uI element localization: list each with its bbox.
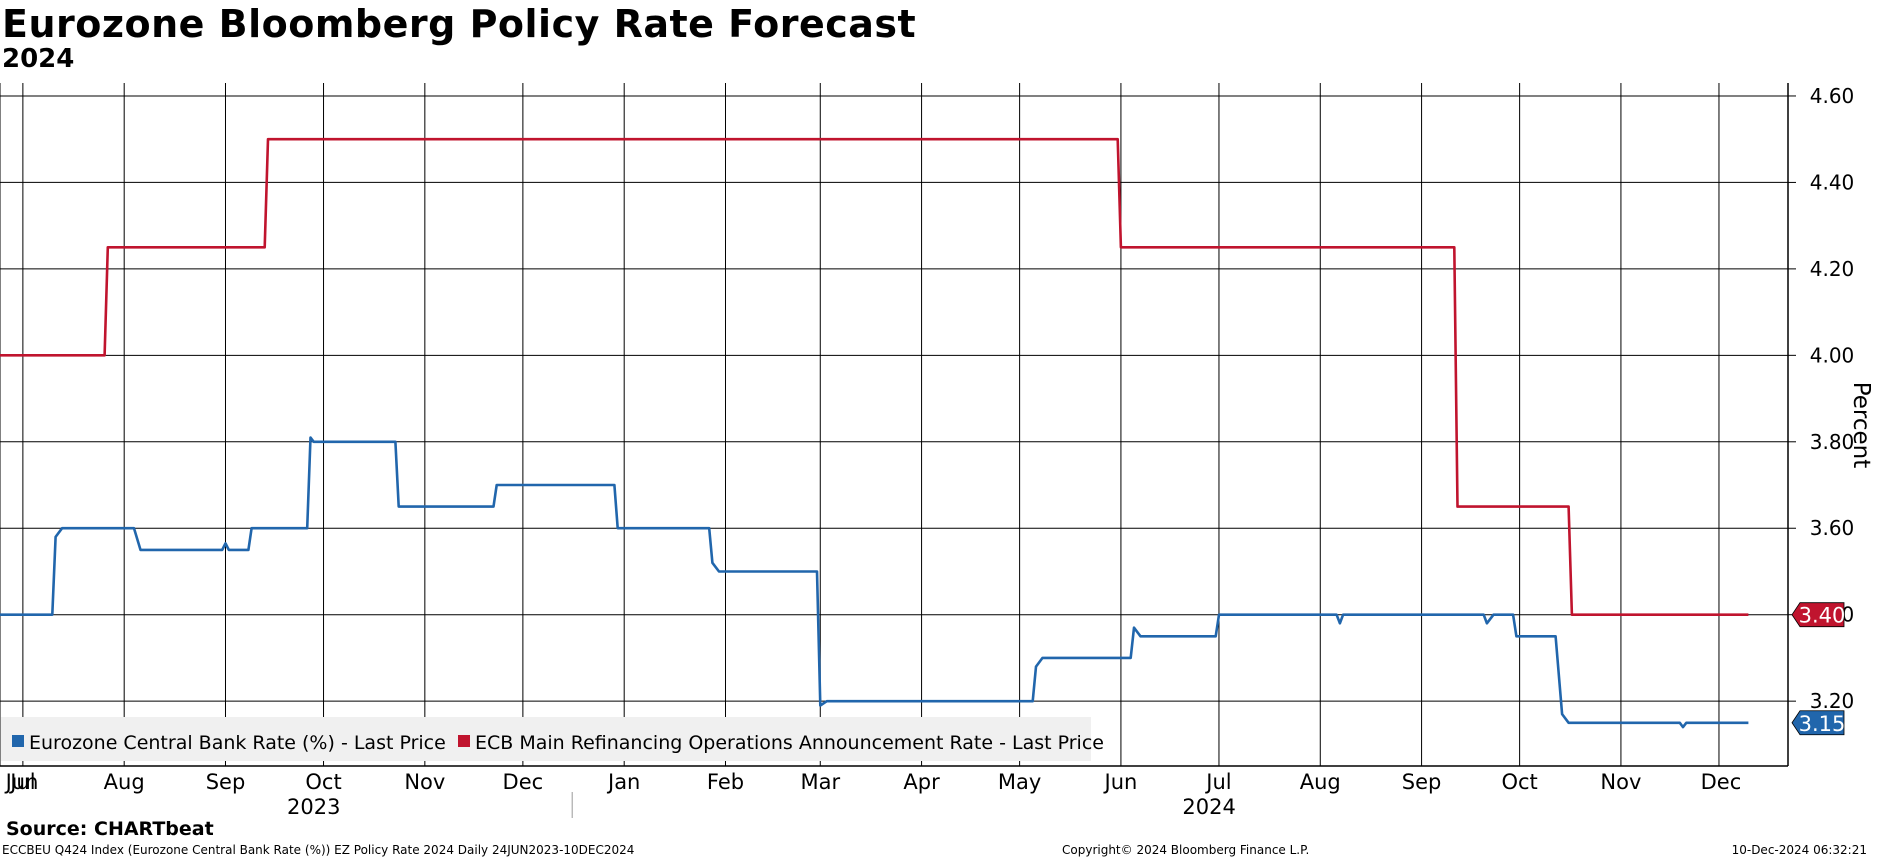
chart-title: Eurozone Bloomberg Policy Rate Forecast: [2, 2, 917, 46]
legend-item-2: ECB Main Refinancing Operations Announce…: [475, 732, 1104, 754]
y-tick-label: 3.20: [1810, 689, 1855, 713]
legend-item-1: Eurozone Central Bank Rate (%) - Last Pr…: [29, 732, 446, 754]
last-value-label: 3.15: [1799, 712, 1846, 736]
x-tick-label: Mar: [800, 770, 840, 794]
x-tick-label: Feb: [707, 770, 744, 794]
series-line-1: [0, 436, 1749, 729]
source-label: Source: CHARTbeat: [6, 818, 214, 840]
line-chart: 3.203.403.603.804.004.204.404.60JunJulAu…: [0, 83, 1874, 819]
x-tick-label: Jul: [1204, 770, 1231, 794]
y-tick-label: 4.60: [1810, 84, 1855, 108]
last-value-tag-1: 3.15: [1791, 710, 1846, 736]
legend: Eurozone Central Bank Rate (%) - Last Pr…: [1, 717, 1104, 761]
x-tick-label: May: [998, 770, 1041, 794]
plot-area: [0, 83, 1788, 766]
x-tick-label: Apr: [903, 770, 940, 794]
x-tick-label: Jun: [4, 770, 39, 794]
x-tick-label: Aug: [104, 770, 145, 794]
x-tick-label: Sep: [1402, 770, 1442, 794]
legend-swatch-2: [458, 735, 470, 747]
copyright-text: Copyright© 2024 Bloomberg Finance L.P.: [1062, 843, 1310, 857]
timestamp: 10-Dec-2024 06:32:21: [1731, 843, 1867, 857]
x-tick-label: Jan: [606, 770, 640, 794]
x-tick-label: Dec: [503, 770, 544, 794]
last-value-label: 3.40: [1799, 604, 1846, 628]
x-tick-label: Jul: [8, 770, 35, 794]
series-description: ECCBEU Q424 Index (Eurozone Central Bank…: [2, 843, 635, 857]
x-tick-label: Oct: [1501, 770, 1537, 794]
y-tick-label: 4.00: [1810, 343, 1855, 367]
x-tick-label: Nov: [1600, 770, 1641, 794]
year-label: 2024: [1182, 795, 1235, 819]
x-tick-label: Jun: [1103, 770, 1138, 794]
x-tick-label: Sep: [206, 770, 246, 794]
y-tick-label: 3.80: [1810, 430, 1855, 454]
year-label: 2023: [287, 795, 340, 819]
series-line-2: [0, 137, 1749, 617]
last-value-tag-box: [1791, 602, 1845, 628]
x-tick-label: Aug: [1300, 770, 1341, 794]
y-tick-label: 3.60: [1810, 516, 1855, 540]
chart-subtitle: 2024: [2, 44, 75, 74]
x-tick-label: Dec: [1701, 770, 1742, 794]
x-tick-label: Nov: [404, 770, 445, 794]
last-value-tag-box: [1791, 710, 1845, 736]
last-value-tag-2: 3.40: [1791, 602, 1846, 628]
y-tick-label: 4.40: [1810, 170, 1855, 194]
x-tick-label: Oct: [305, 770, 341, 794]
y-tick-label: 4.20: [1810, 257, 1855, 281]
y-axis-title: Percent: [1848, 382, 1874, 469]
legend-background: [1, 717, 1091, 761]
legend-swatch-1: [12, 735, 24, 747]
